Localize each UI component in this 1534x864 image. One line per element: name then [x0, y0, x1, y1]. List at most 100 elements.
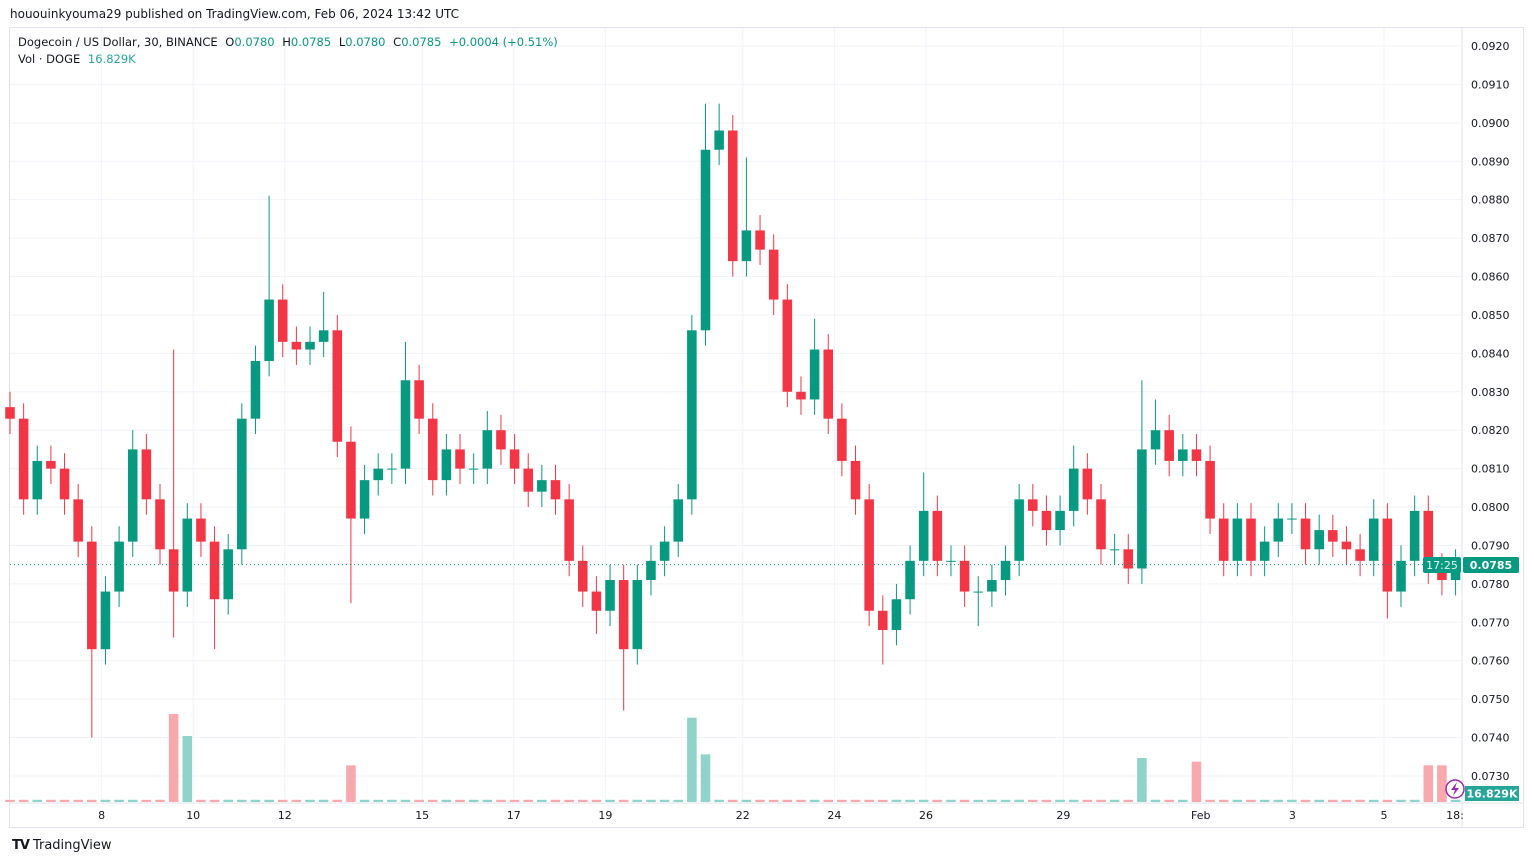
candle [400, 341, 411, 484]
candle [687, 314, 697, 515]
candle-body [755, 230, 765, 250]
volume-bar [1368, 799, 1379, 802]
last-price-label: 0.0785 [1463, 557, 1519, 573]
candle [250, 345, 261, 435]
candle [1150, 399, 1161, 465]
candle-body [196, 518, 206, 542]
candle-body [973, 591, 984, 593]
candle-body [223, 549, 233, 600]
candle-body [1191, 449, 1202, 461]
volume-bar [1218, 799, 1229, 802]
volume-bar [891, 799, 902, 802]
volume-bar [1055, 799, 1065, 802]
y-tick-label: 0.0730 [1471, 770, 1510, 783]
price-axis[interactable]: 0.0920 0.0910 0.0900 0.0890 0.0880 0.0870 0.08… [1461, 28, 1510, 828]
candle-body [168, 549, 179, 592]
candle [1246, 503, 1256, 577]
volume-bar [878, 799, 888, 802]
volume-bar [196, 799, 206, 802]
candle-body [1028, 499, 1038, 511]
candle [755, 215, 765, 265]
candle-body [605, 580, 615, 611]
volume-bar [1000, 799, 1011, 802]
candle-body [700, 149, 711, 331]
candle [332, 314, 343, 458]
volume-label[interactable]: Vol · DOGE [18, 52, 81, 66]
candle [1028, 483, 1038, 527]
tradingview-brand[interactable]: TV TradingView [12, 838, 111, 853]
lightning-icon[interactable] [1445, 779, 1465, 799]
volume-bar [277, 799, 288, 802]
candle [714, 103, 724, 166]
candle [291, 326, 302, 365]
candle [632, 564, 643, 665]
candle-body [728, 130, 738, 262]
candle [673, 483, 684, 557]
x-tick-label: 15 [415, 809, 429, 822]
volume-bar [768, 799, 779, 802]
candle [209, 526, 220, 650]
volume-bar [728, 799, 738, 802]
volume-bar [632, 799, 643, 802]
y-tick-label: 0.0860 [1471, 271, 1510, 284]
candle-body [768, 249, 779, 300]
volume-bar [823, 799, 834, 802]
volume-bar [1382, 799, 1393, 802]
candle [73, 483, 83, 557]
volume-bar [1396, 799, 1406, 802]
low-value: 0.0780 [345, 35, 386, 49]
candle [1232, 503, 1243, 577]
candle-body [455, 449, 465, 469]
candle-body [850, 460, 861, 500]
candle [1000, 545, 1011, 596]
countdown-label: 17:25 [1423, 557, 1461, 573]
brand-name: TradingView [32, 838, 112, 853]
volume-bar [700, 754, 711, 802]
candle [1137, 380, 1147, 584]
candle-body [318, 330, 329, 342]
candle-body [1137, 449, 1147, 569]
x-tick-label: 19 [598, 809, 612, 822]
candle-body [127, 449, 138, 542]
volume-bar [509, 799, 520, 802]
volume-bar [114, 799, 124, 802]
candle [1396, 545, 1406, 607]
x-tick-label: 26 [919, 809, 933, 822]
x-tick-label: Feb [1191, 809, 1210, 822]
volume-bar [864, 799, 874, 802]
volume-bar [318, 799, 329, 802]
close-value: 0.0785 [401, 35, 442, 49]
candle-body [1150, 430, 1161, 450]
high-label: H [282, 35, 291, 49]
volume-bar [932, 799, 943, 802]
volume-bar [809, 799, 820, 802]
candle-body [1246, 518, 1256, 561]
candle-body [1409, 510, 1420, 561]
candle-body [550, 480, 561, 500]
volume-bar [346, 765, 356, 802]
volume-bar [1068, 799, 1079, 802]
volume-bar [32, 799, 43, 802]
candle-body [959, 560, 970, 592]
candle [1341, 526, 1352, 565]
candle-body [359, 480, 370, 519]
time-axis[interactable]: 8 10 12 15 17 19 22 24 26 29 Feb 3 5 18: [10, 802, 1524, 822]
x-tick-label: 18: [1446, 809, 1464, 822]
candle-body [1341, 541, 1352, 550]
volume-bar [455, 799, 465, 802]
candle [768, 234, 779, 315]
volume-bar [59, 799, 70, 802]
candle-body [687, 330, 697, 500]
symbol-title[interactable]: Dogecoin / US Dollar, 30, BINANCE [18, 35, 218, 49]
candle [1273, 503, 1284, 557]
candle-body [46, 460, 56, 469]
candle [414, 364, 424, 435]
candle [1041, 495, 1052, 546]
candle-body [73, 499, 83, 542]
candle [496, 414, 506, 465]
volume-value-label: 16.829K [1465, 786, 1519, 801]
candle [1355, 533, 1365, 577]
candle [1218, 503, 1229, 577]
candle [1082, 453, 1093, 515]
